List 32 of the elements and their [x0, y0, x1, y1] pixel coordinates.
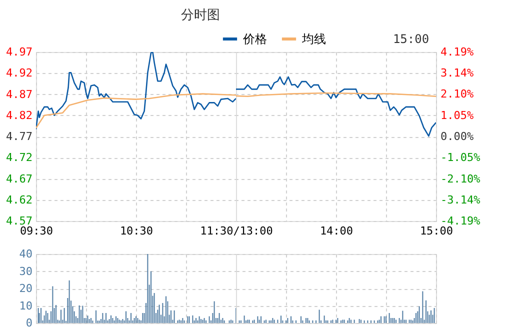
y-tick-label: 4.62: [6, 193, 32, 206]
y-tick-label: 4.92: [6, 66, 32, 80]
y2-tick-label: -2.10%: [440, 172, 481, 186]
x-tick-label: 09:30: [20, 224, 54, 238]
text: 15:00: [392, 32, 430, 46]
x-tick-label: 14:00: [320, 224, 354, 238]
y2-tick-label: 2.10%: [440, 88, 474, 101]
y2-tick-label: 0.00%: [440, 130, 474, 143]
y2-tick-label: -4.19%: [440, 214, 481, 228]
y-tick-label: 40: [19, 248, 32, 260]
x-tick-label: 10:30: [120, 224, 154, 238]
y-tick-label: 4.87: [6, 88, 32, 101]
y-tick-label: 4.97: [6, 46, 32, 58]
y-tick-label: 10: [19, 299, 32, 312]
y2-tick-label: 1.05%: [440, 108, 474, 122]
y2-tick-label: 4.19%: [440, 46, 474, 58]
y-tick-label: 4.82: [6, 108, 32, 122]
y-tick-label: 0: [26, 316, 32, 330]
y-tick-label: 4.67: [6, 172, 32, 186]
x-tick-label: 15:00: [420, 224, 454, 238]
legend-label: 价格: [242, 32, 267, 46]
y-tick-label: 30: [19, 264, 32, 278]
y-tick-label: 4.72: [6, 151, 32, 164]
y-tick-label: 4.77: [6, 130, 32, 143]
y-tick-label: 20: [19, 282, 32, 295]
y2-tick-label: -3.14%: [440, 193, 481, 206]
y-tick-label: 4.57: [6, 214, 32, 228]
y2-tick-label: 3.14%: [440, 66, 474, 80]
x-tick-label: 11:30/13:00: [200, 224, 273, 238]
legend-label: 均线: [301, 32, 326, 46]
chart-title: 分时图: [181, 8, 220, 23]
y2-tick-label: -1.05%: [440, 151, 481, 164]
